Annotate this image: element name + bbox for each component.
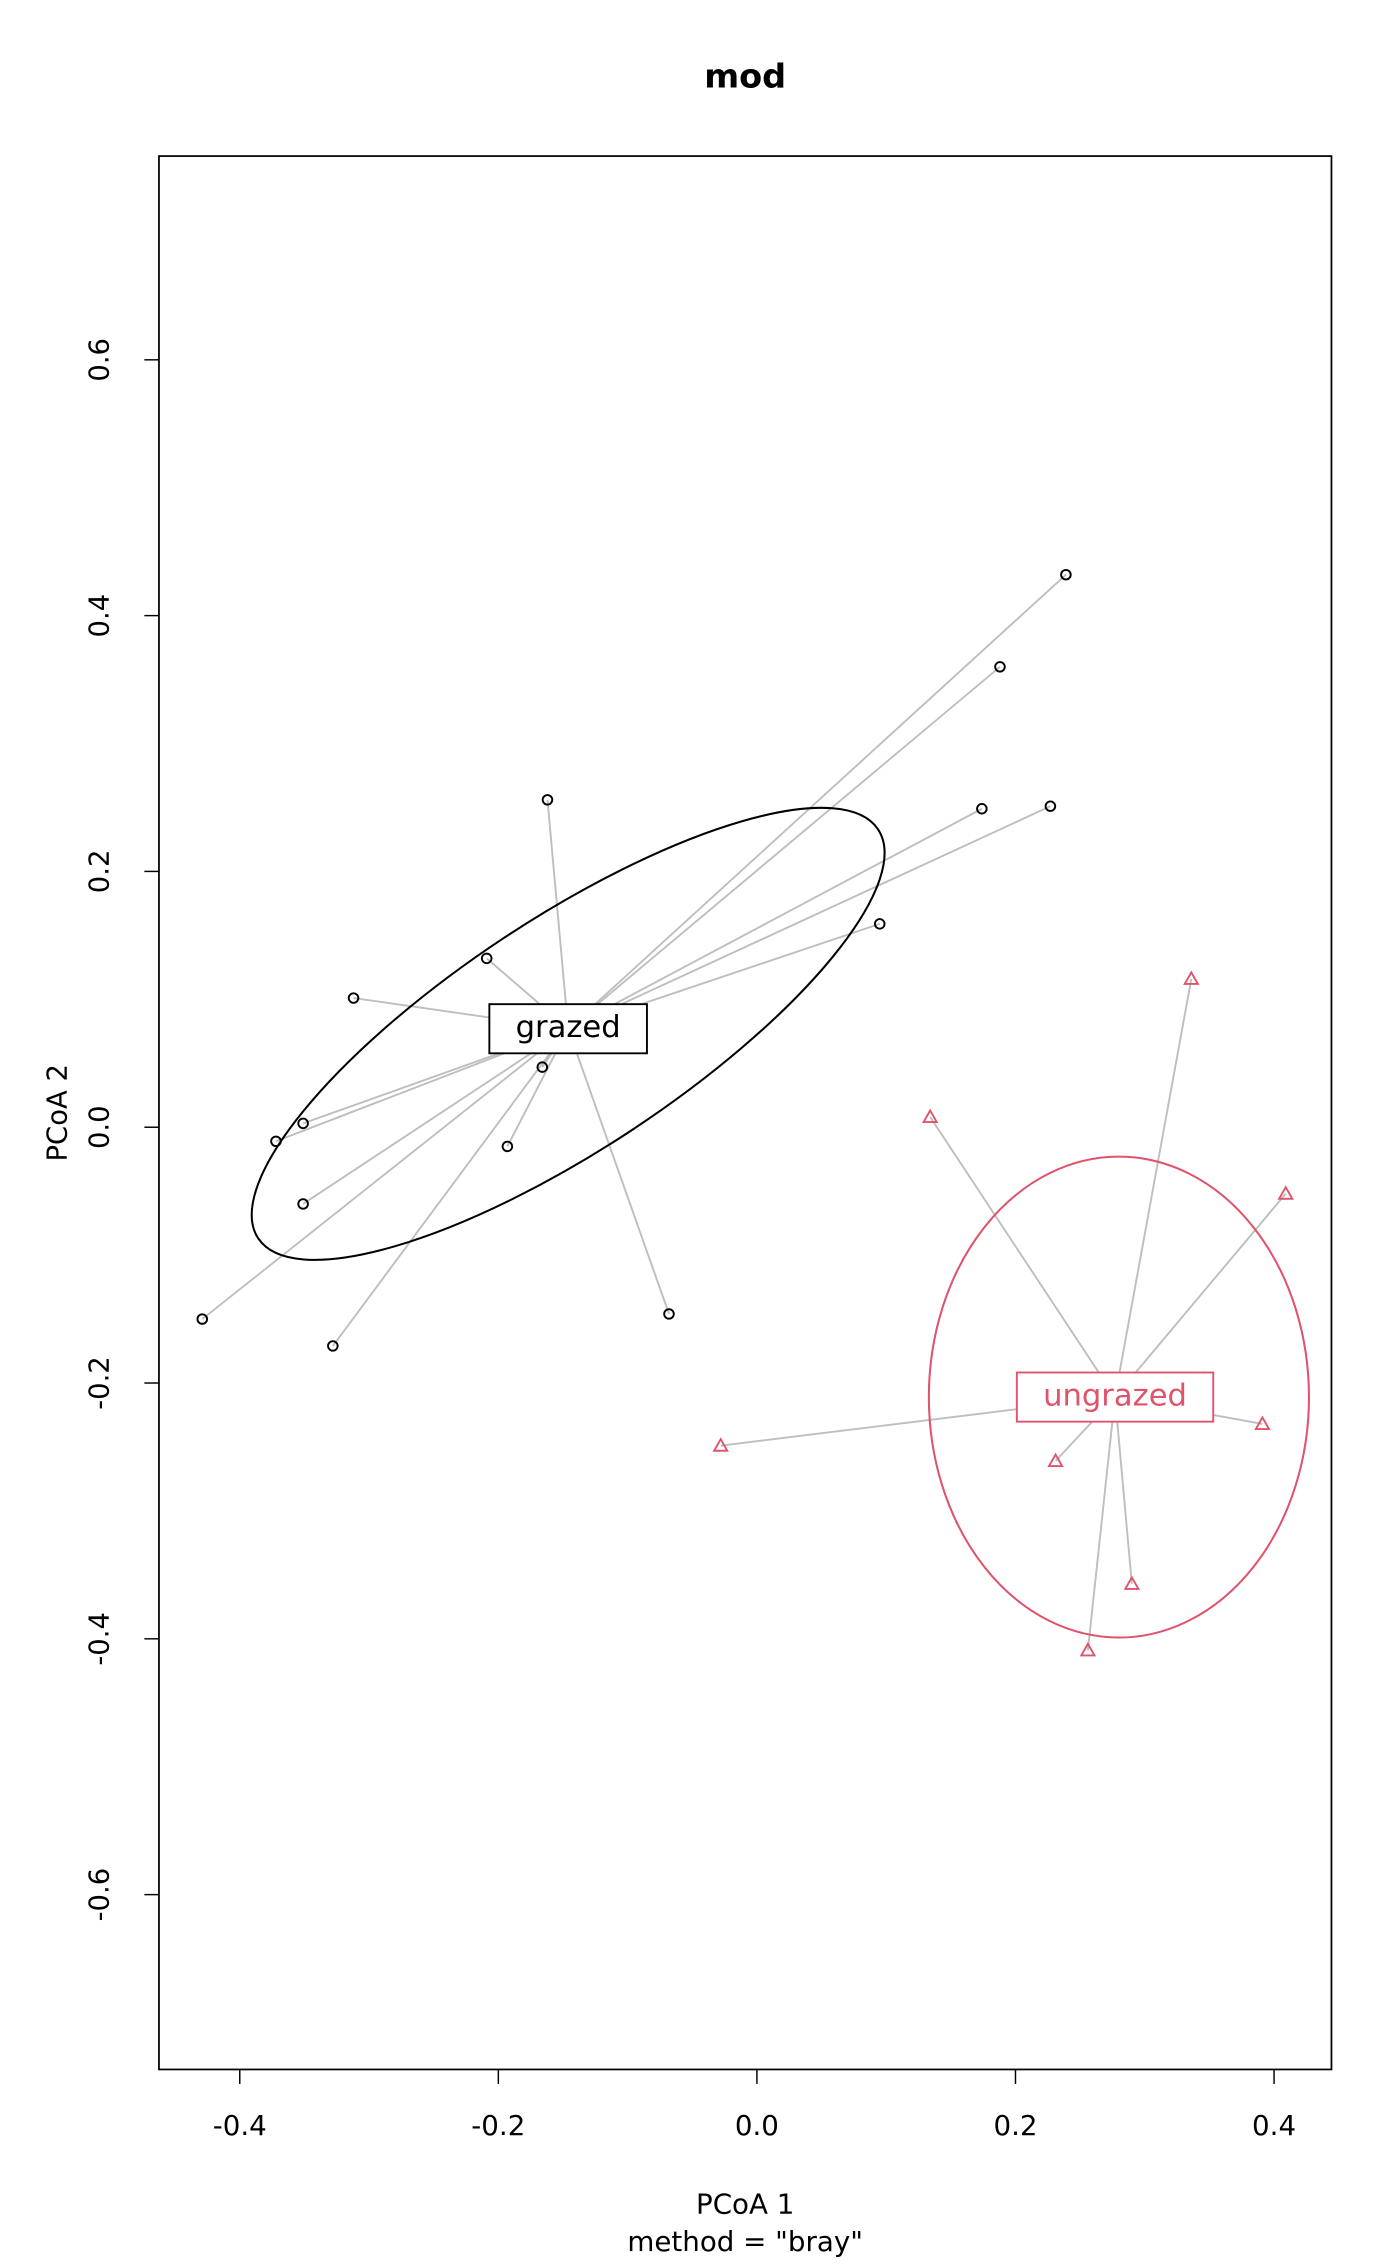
point — [1060, 568, 1072, 581]
point — [1047, 1452, 1064, 1468]
point — [297, 1198, 309, 1210]
x-tick-label: 0.2 — [993, 2109, 1037, 2142]
point — [196, 1313, 209, 1325]
y-tick-label: -0.4 — [83, 1612, 116, 1666]
spider-line — [302, 1027, 569, 1205]
point — [976, 803, 988, 815]
point — [1044, 800, 1057, 812]
spider-line — [1114, 1193, 1287, 1398]
x-tick-label: 0.0 — [735, 2109, 779, 2142]
y-tick-label: 0.4 — [83, 594, 116, 638]
point — [1123, 1575, 1141, 1590]
plot-frame — [158, 155, 1333, 2071]
y-tick-label: -0.2 — [83, 1356, 116, 1410]
spider-line — [567, 807, 983, 1030]
x-axis-label: PCoA 1 — [696, 2187, 794, 2220]
centroid-text: ungrazed — [1043, 1379, 1187, 1414]
spider-line — [1114, 978, 1193, 1398]
y-tick-label: -0.6 — [83, 1868, 116, 1922]
chart-title: mod — [704, 57, 786, 96]
point — [873, 918, 886, 930]
spider-line — [929, 1116, 1116, 1398]
point — [663, 1308, 675, 1320]
y-tick-label: 0.0 — [83, 1105, 116, 1149]
x-tick-label: 0.4 — [1252, 2109, 1296, 2142]
dispersion-ellipse — [250, 806, 886, 1261]
point — [270, 1135, 282, 1147]
point — [541, 794, 554, 806]
y-tick-label: 0.6 — [83, 338, 116, 382]
centroid-box — [1015, 1371, 1215, 1423]
dispersion-ellipse — [927, 1155, 1310, 1639]
point — [921, 1108, 939, 1123]
centroid-box — [488, 1003, 648, 1055]
point — [297, 1117, 309, 1130]
spider-line — [1086, 1396, 1116, 1651]
y-axis-label: PCoA 2 — [40, 1064, 73, 1161]
x-tick-label: -0.4 — [213, 2109, 267, 2142]
centroid-text: grazed — [516, 1010, 621, 1045]
spider-line — [567, 1028, 670, 1315]
spider-line — [332, 1028, 569, 1347]
point — [1254, 1415, 1271, 1430]
point — [480, 952, 493, 965]
spider-line — [567, 666, 1001, 1030]
spider-line — [567, 574, 1067, 1030]
point — [712, 1437, 729, 1452]
point — [501, 1140, 514, 1153]
spider-line — [1114, 1397, 1133, 1584]
spider-line — [567, 805, 1051, 1030]
point — [536, 1061, 549, 1073]
spider-line — [201, 1028, 569, 1320]
point — [1183, 970, 1200, 985]
centroid-label: ungrazed — [1015, 1371, 1215, 1423]
spider-line — [546, 799, 570, 1029]
x-tick-label: -0.2 — [471, 2109, 525, 2142]
centroid-label: grazed — [488, 1003, 648, 1055]
y-tick-label: 0.2 — [83, 850, 116, 894]
point — [1277, 1185, 1294, 1200]
point — [347, 992, 360, 1004]
point — [327, 1340, 339, 1352]
point — [994, 661, 1006, 673]
point — [1079, 1641, 1097, 1657]
subtitle: method = "bray" — [627, 2225, 863, 2258]
